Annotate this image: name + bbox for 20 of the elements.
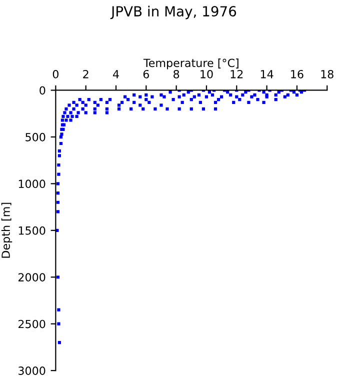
chart-title: JPVB in May, 1976 [110, 6, 236, 20]
x-tick-label: 4 [113, 70, 119, 78]
y-tick-label: 2500 [18, 320, 46, 328]
x-tick-label: 14 [260, 70, 274, 78]
y-tick-label: 1000 [18, 180, 46, 188]
y-tick-label: 500 [26, 132, 46, 142]
x-tick-label: 8 [174, 70, 180, 78]
x-tick-label: 10 [200, 70, 213, 78]
x-tick-label: 6 [143, 70, 149, 78]
y-tick-label: 0 [40, 86, 46, 95]
x-tick-label: 16 [291, 70, 304, 78]
x-tick-label: 2 [83, 70, 88, 78]
x-tick-label: 0 [52, 70, 58, 78]
y-tick-label: 2000 [18, 273, 46, 282]
x-axis-title: Temperature [°C] [143, 58, 238, 70]
y-axis-title: Depth [m] [1, 202, 12, 258]
x-tick-label: 12 [230, 70, 243, 78]
x-tick-label: 18 [321, 70, 334, 78]
y-tick-label: 3000 [18, 366, 46, 375]
y-tick-label: 1500 [18, 226, 46, 235]
